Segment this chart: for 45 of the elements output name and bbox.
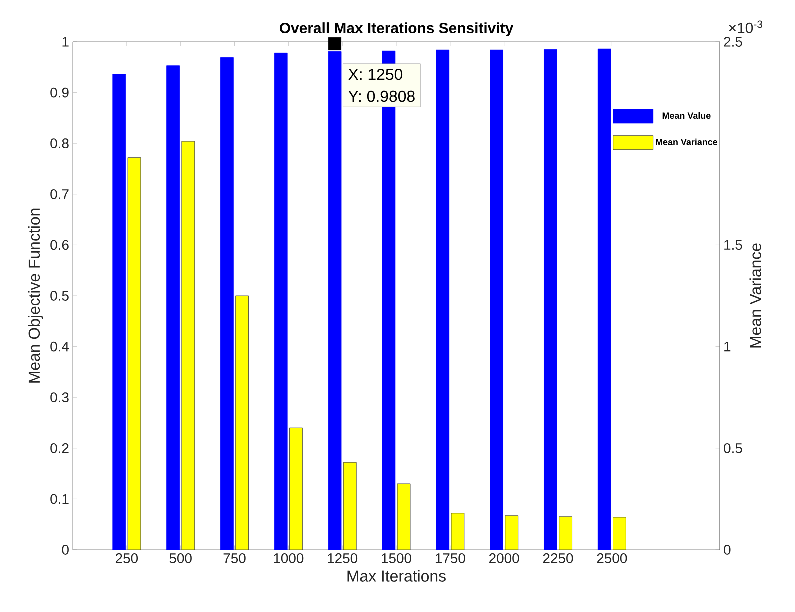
x-tick-label: 500: [170, 554, 192, 564]
bar: [559, 516, 572, 550]
x-tick-label: 2250: [543, 554, 574, 564]
y-tick-label: 0: [62, 545, 69, 555]
bar: [182, 141, 196, 550]
y2-tick-label: 1.5: [724, 240, 742, 250]
y-tick-label: 0.8: [50, 138, 69, 149]
y2-tick-label: 0: [724, 545, 731, 555]
y2-tick-label: 2.5: [724, 37, 742, 47]
chart-title: Overall Max Iterations Sensitivity: [280, 22, 514, 36]
text: ×10$^{-3}$: [729, 20, 762, 34]
y2-tick-label: 1: [724, 342, 731, 352]
y-tick-label: 0.9: [50, 88, 69, 98]
y2-axis-title: Mean Variance: [750, 244, 762, 348]
bar: [236, 296, 249, 550]
legend-label: Mean Variance: [656, 138, 718, 146]
bar: [397, 484, 411, 550]
x-tick-label: 2000: [490, 554, 520, 564]
y-tick-label: 1: [62, 37, 69, 47]
y-tick-label: 0.3: [50, 392, 69, 403]
x-tick-label: 1500: [382, 554, 412, 564]
bar: [343, 462, 357, 550]
y-tick-label: 0.1: [50, 494, 69, 504]
x-tick-label: 250: [116, 554, 138, 564]
y2-tick-label: 0.5: [724, 443, 742, 454]
x-tick-label: 750: [224, 554, 246, 564]
y-tick-label: 0.5: [50, 291, 69, 301]
legend-label: Mean Value: [662, 112, 711, 120]
y-axis-title: Mean Objective Function: [28, 208, 44, 383]
bar: [451, 513, 465, 550]
y-tick-label: 0.4: [50, 342, 70, 352]
y-tick-label: 0.2: [50, 443, 69, 454]
annotation: X: 1250: [348, 68, 403, 80]
y-tick-label: 0.7: [50, 189, 69, 200]
bar: [290, 428, 303, 550]
bar: [505, 516, 519, 550]
x-tick-label: 1000: [274, 554, 304, 564]
x-tick-label: 2500: [597, 554, 628, 564]
x-tick-label: 1750: [436, 554, 466, 564]
annotation: Y: 0.9808: [348, 90, 415, 102]
x-tick-label: 1250: [328, 554, 358, 564]
y-tick-label: 0.6: [50, 240, 69, 250]
bar: [128, 158, 142, 550]
bar: [613, 517, 626, 550]
x-axis-title: Max Iterations: [348, 570, 446, 582]
